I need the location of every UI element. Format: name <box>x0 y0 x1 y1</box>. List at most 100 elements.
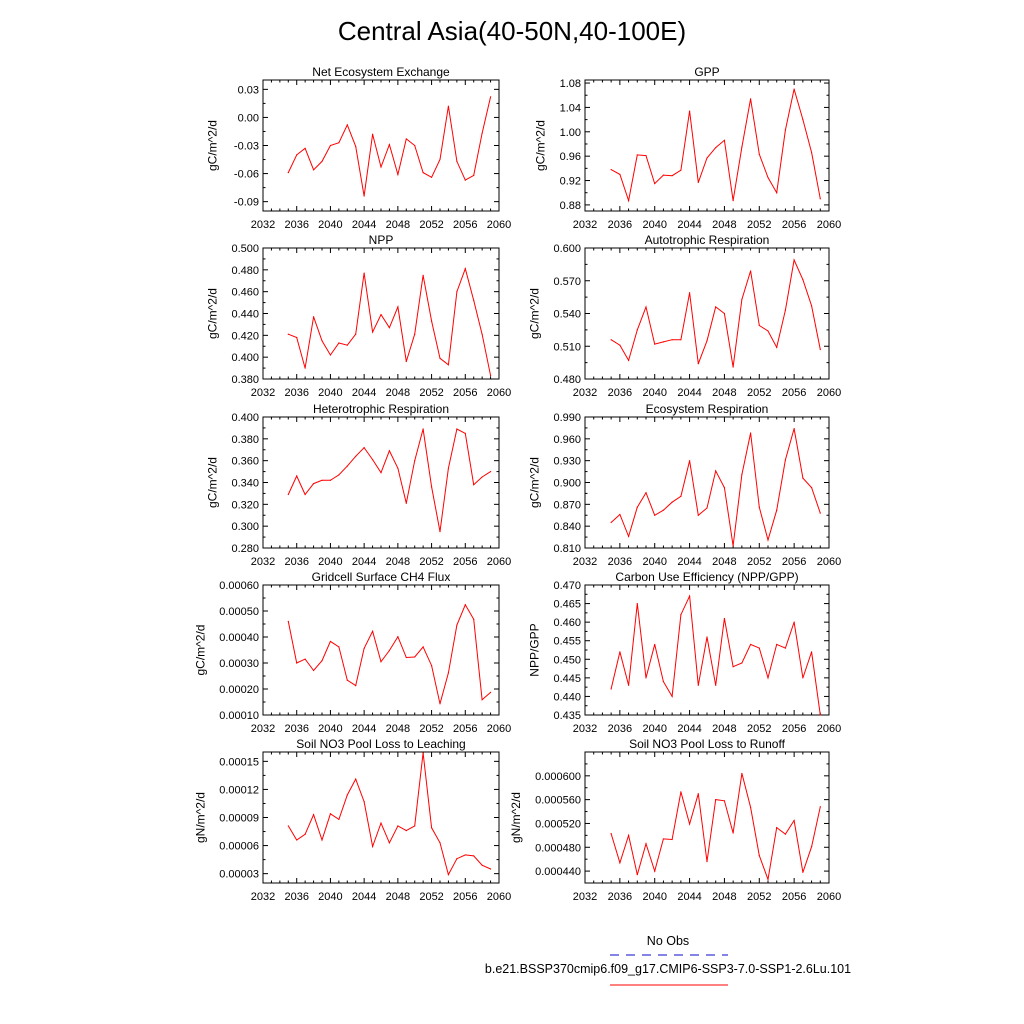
data-point <box>741 662 743 664</box>
x-tick-label: 2052 <box>419 387 443 399</box>
data-point <box>645 677 647 679</box>
data-point <box>810 486 813 489</box>
y-tick-label: 0.380 <box>231 374 259 386</box>
data-point <box>776 192 778 194</box>
x-tick-label: 2056 <box>782 723 806 735</box>
data-point <box>338 474 340 476</box>
x-tick-label: 2040 <box>318 219 342 231</box>
y-tick-label: 0.300 <box>231 521 259 533</box>
y-tick-label: 0.930 <box>553 456 581 468</box>
data-point <box>680 495 682 497</box>
chart-panel-10: Soil NO3 Pool Loss to Runoff 2032 2036 2040… <box>509 737 841 903</box>
data-point <box>397 173 399 176</box>
data-point <box>363 647 365 650</box>
x-tick-label: 2052 <box>747 219 771 231</box>
data-point <box>706 340 708 342</box>
series-line <box>287 752 491 876</box>
y-tick-label: 0.420 <box>231 330 259 342</box>
data-point <box>371 630 374 632</box>
data-point <box>329 354 332 356</box>
data-point <box>610 168 612 171</box>
x-tick-label: 2032 <box>251 723 275 735</box>
x-tick-label: 2044 <box>352 723 376 735</box>
y-tick-label: 0.340 <box>231 478 259 490</box>
data-point <box>346 344 348 346</box>
chart-panel-5: Heterotrophic Respiration 2032 2036 2040 204… <box>206 402 512 568</box>
plot-frame <box>584 416 830 549</box>
data-point <box>380 822 382 824</box>
data-point <box>715 470 717 472</box>
data-point <box>304 367 306 369</box>
plot-frame <box>262 416 500 549</box>
series-line <box>610 594 821 716</box>
data-point <box>321 340 323 342</box>
x-tick-label: 2060 <box>817 219 841 231</box>
series-line <box>288 267 492 376</box>
x-tick-label: 2048 <box>386 219 410 231</box>
x-tick-label: 2040 <box>318 556 342 568</box>
data-point <box>610 521 612 524</box>
data-point <box>439 531 441 533</box>
data-point <box>338 646 340 648</box>
data-point <box>355 455 357 457</box>
data-point <box>380 661 382 663</box>
data-point <box>405 502 407 504</box>
data-point <box>447 672 450 674</box>
series-line <box>610 428 821 546</box>
x-tick-label: 2056 <box>453 891 477 903</box>
data-point <box>662 838 665 840</box>
data-point <box>312 814 315 816</box>
data-point <box>732 666 734 668</box>
y-tick-label: 0.320 <box>231 499 259 511</box>
data-point <box>321 660 323 662</box>
data-point <box>304 147 306 149</box>
legend-run-label: b.e21.BSSP370cmip6.f09_g17.CMIP6-SSP3-7.… <box>485 962 851 976</box>
y-tick-label: 0.96 <box>560 151 581 163</box>
data-point <box>481 333 483 335</box>
x-tick-label: 2060 <box>817 723 841 735</box>
panel-title: Heterotrophic Respiration <box>313 402 449 416</box>
data-point <box>627 834 630 836</box>
data-point <box>645 154 647 157</box>
y-tick-label: 0.960 <box>553 434 581 446</box>
x-tick-label: 2032 <box>251 891 275 903</box>
y-axis-label: gN/m^2/d <box>509 792 523 843</box>
y-tick-label: 0.460 <box>231 287 259 299</box>
data-point <box>767 176 769 179</box>
data-point <box>287 333 289 335</box>
data-point <box>741 473 743 476</box>
x-tick-label: 2048 <box>712 387 736 399</box>
data-point <box>388 842 391 844</box>
data-point <box>715 684 717 686</box>
data-point <box>388 649 391 652</box>
data-point <box>706 157 708 159</box>
y-tick-label: 0.840 <box>553 521 581 533</box>
y-tick-label: 0.540 <box>553 309 581 321</box>
x-tick-label: 2048 <box>386 556 410 568</box>
data-point <box>706 507 708 509</box>
data-point <box>481 132 483 134</box>
x-tick-label: 2052 <box>747 723 771 735</box>
data-point <box>697 181 699 183</box>
y-tick-label: 0.510 <box>553 341 581 353</box>
y-axis-label: gC/m^2/d <box>193 625 207 676</box>
x-tick-label: 2040 <box>642 556 666 568</box>
x-tick-label: 2056 <box>782 556 806 568</box>
data-point <box>741 298 743 300</box>
x-tick-label: 2056 <box>453 556 477 568</box>
data-point <box>371 845 374 848</box>
y-tick-label: 0.00012 <box>219 784 259 796</box>
data-point <box>741 146 743 148</box>
panel-title: Ecosystem Respiration <box>646 402 769 416</box>
data-point <box>363 195 365 197</box>
data-point <box>430 665 433 667</box>
series-line <box>610 773 821 882</box>
data-point <box>627 359 630 362</box>
x-tick-label: 2040 <box>642 219 666 231</box>
plot-frame <box>584 584 830 716</box>
y-axis-label: gC/m^2/d <box>206 457 220 508</box>
data-point <box>439 703 441 705</box>
data-point <box>439 158 441 161</box>
x-tick-label: 2048 <box>386 891 410 903</box>
data-point <box>329 479 332 481</box>
